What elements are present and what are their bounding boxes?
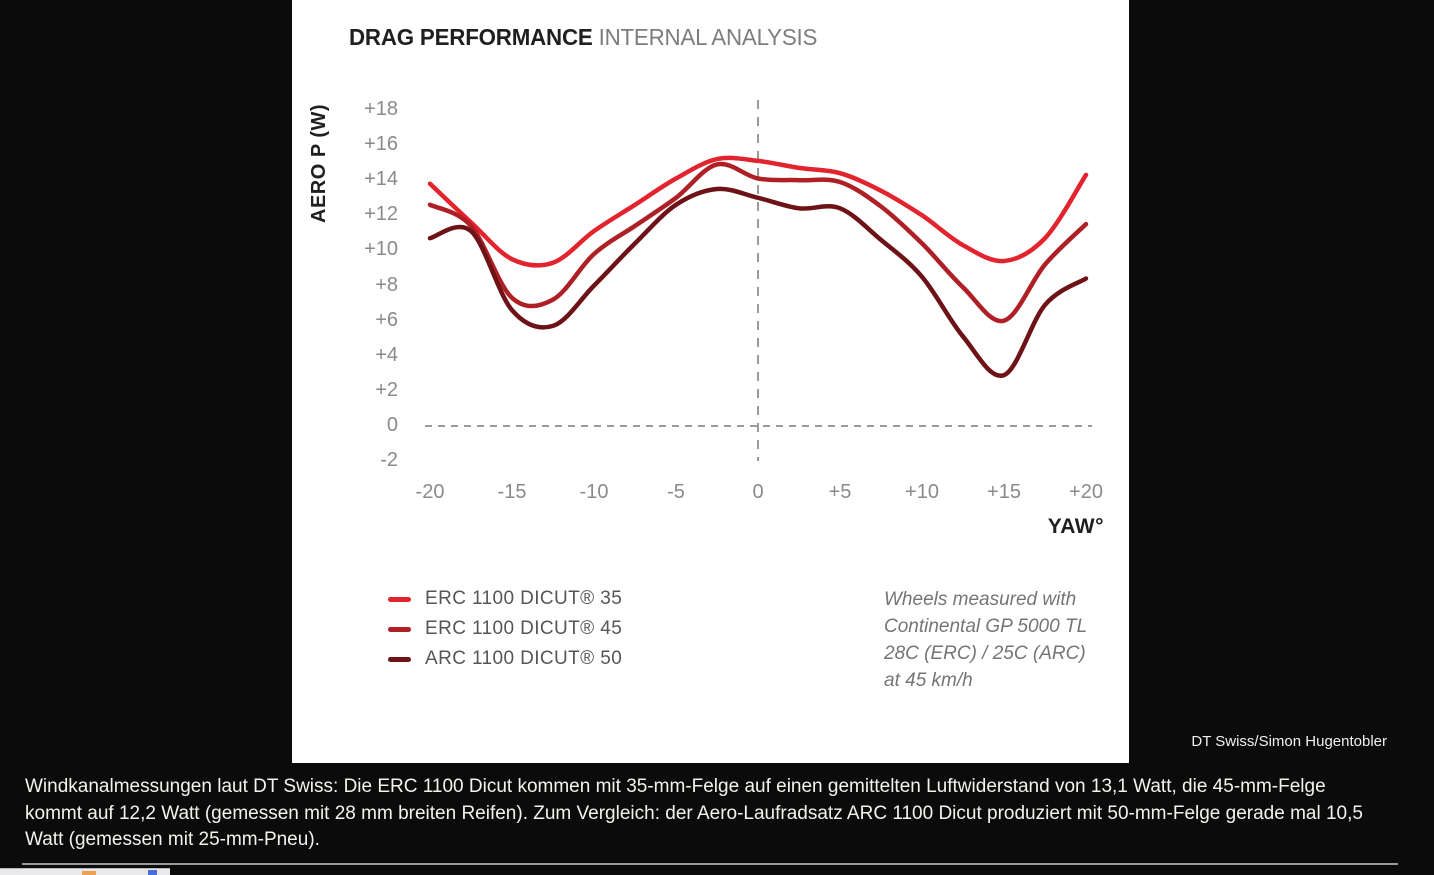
x-tick-label: -10 xyxy=(579,481,609,503)
y-tick-label: 0 xyxy=(386,414,398,436)
x-tick-label: +5 xyxy=(828,481,852,503)
chart-legend: ERC 1100 DICUT® 35 ERC 1100 DICUT® 45 ARC … xyxy=(388,584,622,674)
chart-title: DRAG PERFORMANCE INTERNAL ANALYSIS xyxy=(349,24,817,51)
x-tick-label: +20 xyxy=(1069,481,1103,503)
caption-text: Windkanalmessungen laut DT Swiss: Die ER… xyxy=(25,776,1363,850)
annotation-line: at 45 km/h xyxy=(884,670,973,691)
series-line-1 xyxy=(427,161,1089,324)
y-tick-label: +2 xyxy=(375,378,398,401)
legend-item: ARC 1100 DICUT® 50 xyxy=(388,644,622,674)
y-tick-label: +6 xyxy=(375,308,398,331)
y-tick-label: +4 xyxy=(375,343,398,366)
photo-credit: DT Swiss/Simon Hugentobler xyxy=(1191,733,1387,750)
chart-title-sub: INTERNAL ANALYSIS xyxy=(592,24,818,50)
chart-annotation: Wheels measured with Continental GP 5000 … xyxy=(884,586,1087,694)
y-tick-label: +18 xyxy=(364,97,398,120)
legend-swatch-icon xyxy=(388,596,411,602)
y-tick-label: -2 xyxy=(380,449,398,472)
annotation-line: Wheels measured with xyxy=(884,589,1077,610)
y-tick-label: +16 xyxy=(364,133,398,156)
divider-line xyxy=(22,863,1398,865)
legend-label: ERC 1100 DICUT® 35 xyxy=(425,588,623,609)
y-tick-label: +8 xyxy=(375,273,398,296)
chart-panel: DRAG PERFORMANCE INTERNAL ANALYSIS AERO … xyxy=(292,0,1129,763)
chart-svg xyxy=(425,100,1092,461)
legend-label: ARC 1100 DICUT® 50 xyxy=(425,648,623,669)
legend-item: ERC 1100 DICUT® 35 xyxy=(388,584,622,614)
series-line-0 xyxy=(427,155,1089,268)
legend-item: ERC 1100 DICUT® 45 xyxy=(388,614,622,644)
browser-popup-strip xyxy=(0,868,170,875)
x-tick-label: 0 xyxy=(752,481,764,503)
x-tick-label: +15 xyxy=(987,481,1021,503)
legend-swatch-icon xyxy=(388,656,411,662)
x-tick-label: -5 xyxy=(667,481,685,503)
annotation-line: 28C (ERC) / 25C (ARC) xyxy=(884,643,1086,664)
x-tick-label: -20 xyxy=(415,481,445,503)
x-tick-label: +10 xyxy=(905,481,939,503)
popup-favicon-blue-icon xyxy=(148,870,157,875)
y-tick-label: +10 xyxy=(364,238,398,261)
series-line-2 xyxy=(427,186,1089,378)
legend-label: ERC 1100 DICUT® 45 xyxy=(425,618,623,639)
legend-swatch-icon xyxy=(388,626,411,632)
annotation-line: Continental GP 5000 TL xyxy=(884,616,1088,637)
x-tick-label: -15 xyxy=(497,481,527,503)
x-axis-title: YAW° xyxy=(1047,515,1104,538)
chart-title-main: DRAG PERFORMANCE xyxy=(349,24,593,50)
popup-favicon-orange-icon xyxy=(82,871,96,875)
y-tick-label: +12 xyxy=(364,203,398,226)
y-tick-label: +14 xyxy=(364,168,398,191)
